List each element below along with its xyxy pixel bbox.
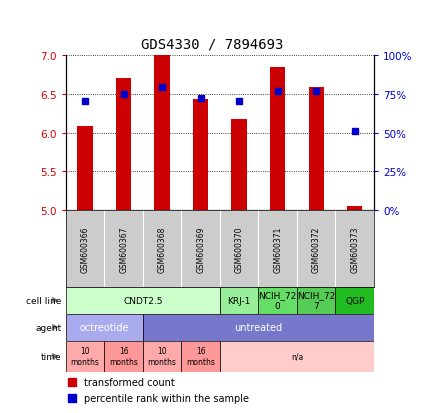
Text: time: time: [41, 352, 62, 361]
Text: GSM600372: GSM600372: [312, 225, 321, 272]
Text: percentile rank within the sample: percentile rank within the sample: [84, 394, 249, 404]
Text: agent: agent: [35, 323, 62, 332]
Bar: [193, 100, 208, 211]
Text: octreotide: octreotide: [79, 322, 129, 332]
Bar: [232, 120, 247, 211]
Text: GSM600368: GSM600368: [158, 225, 167, 272]
Bar: [270, 67, 286, 211]
Text: GSM600370: GSM600370: [235, 225, 244, 272]
Text: 16
months: 16 months: [109, 347, 138, 366]
Bar: [66, 287, 220, 314]
Text: untreated: untreated: [235, 322, 283, 332]
Bar: [220, 287, 258, 314]
Bar: [143, 314, 374, 341]
Bar: [258, 287, 297, 314]
Text: cell line: cell line: [26, 296, 62, 305]
Text: GSM600367: GSM600367: [119, 225, 128, 272]
Bar: [220, 341, 374, 372]
Text: GSM600373: GSM600373: [350, 225, 359, 272]
Text: NCIH_72
7: NCIH_72 7: [297, 291, 335, 310]
Text: 10
months: 10 months: [148, 347, 177, 366]
Text: KRJ-1: KRJ-1: [227, 296, 251, 305]
Bar: [105, 341, 143, 372]
Text: 10
months: 10 months: [71, 347, 99, 366]
Text: n/a: n/a: [291, 352, 303, 361]
Text: CNDT2.5: CNDT2.5: [123, 296, 163, 305]
Text: GSM600369: GSM600369: [196, 225, 205, 272]
Text: NCIH_72
0: NCIH_72 0: [258, 291, 297, 310]
Bar: [154, 56, 170, 211]
Bar: [66, 341, 105, 372]
Bar: [77, 127, 93, 211]
Bar: [66, 314, 143, 341]
Bar: [116, 79, 131, 211]
Bar: [347, 207, 363, 211]
Text: transformed count: transformed count: [84, 377, 175, 387]
Bar: [297, 287, 335, 314]
Bar: [143, 341, 181, 372]
Bar: [335, 287, 374, 314]
Bar: [309, 88, 324, 211]
Text: GSM600371: GSM600371: [273, 225, 282, 272]
Text: GDS4330 / 7894693: GDS4330 / 7894693: [141, 38, 284, 52]
Text: 16
months: 16 months: [186, 347, 215, 366]
Text: QGP: QGP: [345, 296, 364, 305]
Text: GSM600366: GSM600366: [81, 225, 90, 272]
Bar: [181, 341, 220, 372]
